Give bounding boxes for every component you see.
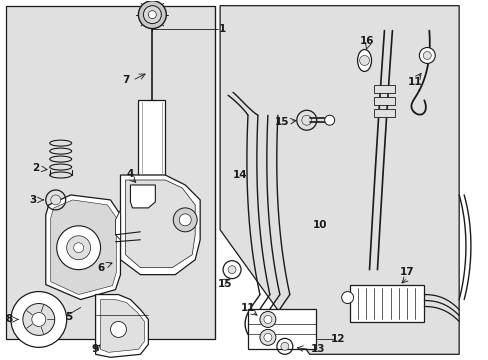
Circle shape xyxy=(423,51,430,59)
Text: 15: 15 xyxy=(274,117,288,127)
Circle shape xyxy=(179,214,191,226)
Polygon shape xyxy=(130,185,155,208)
Circle shape xyxy=(173,208,197,232)
Circle shape xyxy=(341,292,353,303)
Circle shape xyxy=(280,342,288,350)
Circle shape xyxy=(110,321,126,337)
Circle shape xyxy=(11,292,66,347)
Circle shape xyxy=(32,312,46,327)
Circle shape xyxy=(148,11,156,19)
Polygon shape xyxy=(51,200,116,294)
Text: 16: 16 xyxy=(360,36,374,46)
Ellipse shape xyxy=(357,50,371,71)
Circle shape xyxy=(66,236,90,260)
Polygon shape xyxy=(101,300,144,352)
Circle shape xyxy=(359,55,369,66)
Text: 9: 9 xyxy=(91,345,98,354)
FancyBboxPatch shape xyxy=(373,85,395,93)
Polygon shape xyxy=(115,210,120,240)
Circle shape xyxy=(260,311,275,328)
Polygon shape xyxy=(6,6,215,339)
Polygon shape xyxy=(220,6,458,354)
Polygon shape xyxy=(125,180,195,268)
Text: 1: 1 xyxy=(218,24,225,33)
Text: 15: 15 xyxy=(217,279,232,289)
Text: 10: 10 xyxy=(312,220,326,230)
Circle shape xyxy=(57,226,101,270)
Text: 2: 2 xyxy=(32,163,40,173)
Text: 13: 13 xyxy=(310,345,325,354)
Text: 7: 7 xyxy=(122,75,129,85)
Circle shape xyxy=(74,243,83,253)
Polygon shape xyxy=(138,100,165,175)
Text: 4: 4 xyxy=(126,169,134,179)
Circle shape xyxy=(143,6,161,24)
Text: 3: 3 xyxy=(29,195,37,205)
Text: 11: 11 xyxy=(240,302,255,312)
Circle shape xyxy=(419,48,434,63)
Polygon shape xyxy=(95,294,148,357)
Circle shape xyxy=(51,195,61,205)
Circle shape xyxy=(324,115,334,125)
Circle shape xyxy=(227,266,236,274)
Polygon shape xyxy=(46,195,120,300)
Text: 8: 8 xyxy=(5,314,13,324)
Text: 11: 11 xyxy=(407,77,422,87)
Circle shape xyxy=(264,333,271,341)
FancyBboxPatch shape xyxy=(373,97,395,105)
Text: 14: 14 xyxy=(232,170,247,180)
Circle shape xyxy=(301,115,311,125)
Circle shape xyxy=(264,315,271,323)
Circle shape xyxy=(23,303,55,336)
Text: 17: 17 xyxy=(399,267,414,276)
FancyBboxPatch shape xyxy=(373,109,395,117)
Polygon shape xyxy=(120,175,200,275)
FancyBboxPatch shape xyxy=(349,285,424,323)
FancyBboxPatch shape xyxy=(247,310,315,349)
Circle shape xyxy=(138,1,166,28)
Text: 5: 5 xyxy=(65,312,72,323)
Text: 6: 6 xyxy=(97,263,104,273)
Text: 12: 12 xyxy=(330,334,344,345)
Circle shape xyxy=(260,329,275,345)
